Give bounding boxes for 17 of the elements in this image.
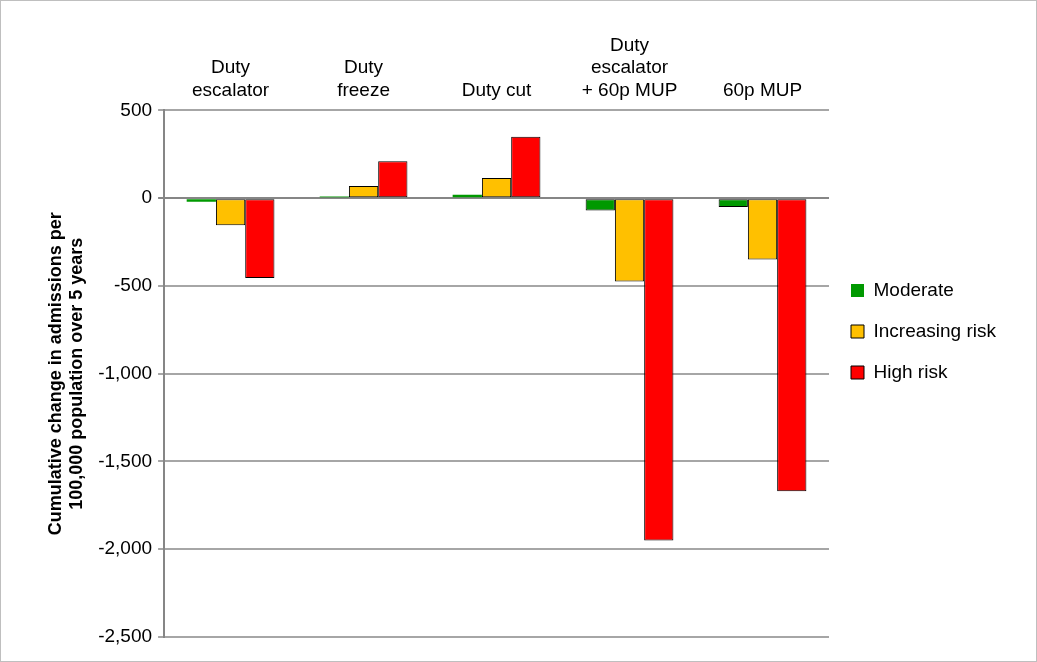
x-tick-label: 60p MUP xyxy=(722,79,803,101)
y-tick-label: -1,000 xyxy=(98,361,153,383)
y-tick-label: 500 xyxy=(120,98,153,120)
legend-label: Moderate xyxy=(873,278,954,300)
legend-label: Increasing risk xyxy=(873,319,997,341)
bar xyxy=(186,199,216,202)
x-tick-label: Duty freeze xyxy=(337,56,390,101)
y-tick-label: -500 xyxy=(114,274,153,296)
y-tick-label: 0 xyxy=(141,186,153,208)
x-tick-label: Duty escalator xyxy=(192,56,270,101)
x-tick-label: Duty escalator + 60p MUP xyxy=(581,33,678,101)
y-tick-label: -2,000 xyxy=(98,537,153,559)
y-axis-title: Cumulative change in admissions per 100,000 population over 5 years xyxy=(44,212,87,536)
x-tick-label: Duty cut xyxy=(461,79,533,101)
legend-label: High risk xyxy=(873,360,948,382)
y-tick-label: -2,500 xyxy=(98,625,153,647)
y-tick-label: -1,500 xyxy=(98,449,153,471)
